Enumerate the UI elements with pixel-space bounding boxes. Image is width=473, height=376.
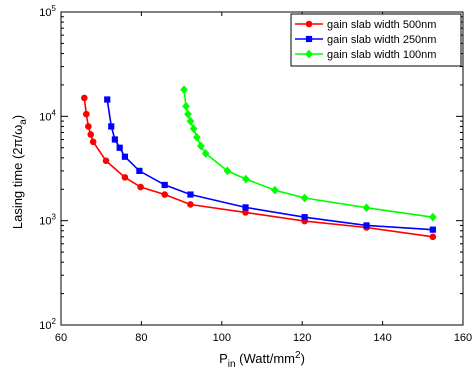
data-point: [193, 132, 201, 142]
data-point: [362, 203, 371, 213]
data-point: [121, 174, 129, 181]
legend-box: [290, 13, 462, 67]
data-series: [81, 85, 437, 241]
x-tick-label: 120: [293, 332, 311, 344]
y-tick-label: 102: [39, 317, 56, 332]
x-axis-label-sup: 2: [295, 350, 301, 361]
x-tick-label: 60: [55, 332, 67, 344]
legend-swatch-marker: [305, 20, 313, 28]
data-point: [197, 141, 205, 151]
data-point: [242, 174, 250, 184]
data-point: [242, 204, 249, 211]
data-point: [89, 138, 97, 146]
data-point: [121, 153, 129, 160]
legend-label: gain slab width 100nm: [327, 49, 436, 61]
legend-swatch-marker: [305, 35, 313, 43]
y-axis-label-sub: a: [18, 119, 29, 125]
data-point: [81, 94, 88, 102]
data-point: [102, 157, 110, 165]
data-point: [184, 109, 192, 119]
data-point: [187, 201, 194, 208]
legend-label: gain slab width 500nm: [327, 19, 436, 31]
data-point: [187, 191, 194, 198]
series-3: [180, 85, 437, 222]
x-axis-label: Pin (Watt/mm2): [219, 350, 305, 370]
data-point: [104, 96, 111, 103]
x-axis-label-close: ): [301, 351, 305, 366]
y-tick-label: 103: [39, 213, 56, 228]
data-point: [161, 181, 168, 189]
legend-item: gain slab width 100nm: [295, 49, 436, 61]
data-point: [201, 149, 210, 158]
data-point: [116, 144, 123, 151]
data-point: [189, 124, 198, 134]
series-2: [104, 96, 436, 233]
x-tick-label: 160: [454, 332, 472, 344]
data-point: [136, 167, 143, 174]
series-1: [81, 94, 437, 241]
data-point: [301, 214, 308, 221]
axis-ticks: 60 80 100 120 140 160 102 103 104 105: [39, 4, 472, 344]
y-axis-label: Lasing time (2π/ωa): [10, 115, 29, 229]
data-point: [83, 110, 90, 118]
data-point: [182, 101, 190, 111]
data-point: [429, 233, 437, 241]
data-point: [429, 226, 436, 233]
legend-swatch-marker: [305, 49, 313, 59]
x-tick-label: 140: [373, 332, 391, 344]
x-tick-label: 80: [135, 332, 147, 344]
y-tick-label: 105: [39, 4, 56, 19]
data-point: [300, 193, 309, 203]
data-point: [161, 191, 169, 198]
y-tick-label: 104: [39, 108, 56, 123]
x-axis-label-rest: (Watt/mm: [236, 351, 295, 366]
legend-item: gain slab width 500nm: [295, 19, 436, 31]
data-point: [180, 85, 188, 95]
y-axis-label-main: Lasing time (2π/ω: [10, 125, 25, 229]
y-axis-label-close: ): [10, 115, 25, 119]
data-point: [186, 116, 195, 126]
data-point: [223, 166, 232, 176]
data-point: [363, 222, 370, 229]
x-axis-label-main: P: [219, 351, 228, 366]
x-axis-label-sub: in: [228, 359, 236, 370]
data-point: [270, 185, 279, 195]
data-point: [428, 212, 437, 222]
data-point: [87, 131, 95, 138]
data-point: [137, 183, 144, 191]
legend-label: gain slab width 250nm: [327, 34, 436, 46]
legend-item: gain slab width 250nm: [295, 34, 436, 46]
legend: gain slab width 500nm gain slab width 250…: [290, 13, 462, 67]
data-point: [85, 123, 92, 130]
x-tick-label: 100: [213, 332, 231, 344]
data-point: [111, 136, 118, 143]
data-point: [108, 123, 115, 130]
